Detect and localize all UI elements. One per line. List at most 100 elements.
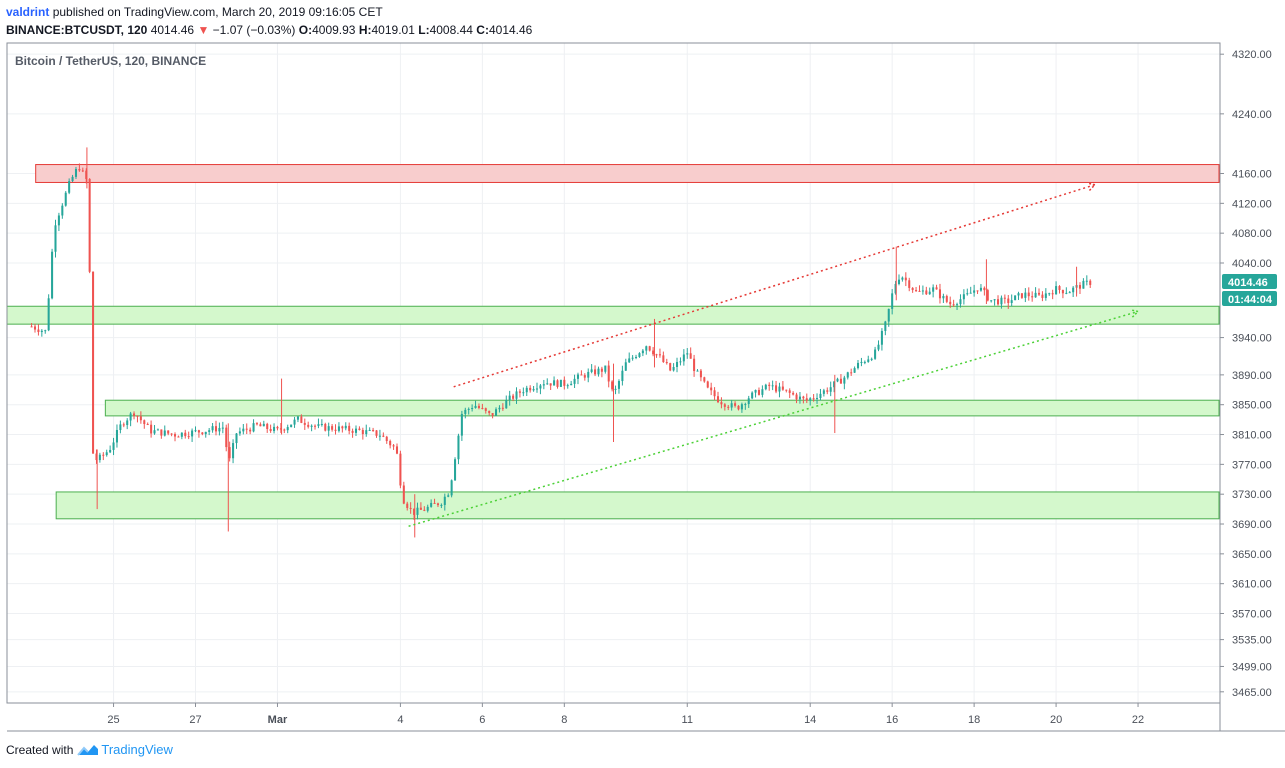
candle-body (314, 425, 317, 427)
high-value: 4019.01 (371, 23, 415, 37)
y-tick-label: 4240.00 (1232, 109, 1272, 121)
candle-body (187, 436, 190, 438)
countdown-label: 01:44:04 (1228, 294, 1273, 306)
candle-body (399, 453, 402, 486)
candle-body (805, 398, 808, 401)
candle-body (928, 291, 931, 295)
candle-body (693, 358, 696, 372)
candle-body (973, 290, 976, 293)
candle-body (1051, 293, 1054, 295)
x-tick-label: 6 (479, 714, 485, 726)
y-tick-label: 3570.00 (1232, 609, 1272, 621)
candle-body (737, 405, 740, 410)
y-tick-label: 4120.00 (1232, 198, 1272, 210)
candle-body (679, 361, 682, 363)
candle-body (156, 429, 159, 431)
candle-body (1089, 280, 1092, 285)
resistance-trendline-arrow (1087, 182, 1097, 191)
tradingview-brand[interactable]: TradingView (101, 742, 173, 757)
candle-body (194, 430, 197, 432)
candle-body (225, 427, 228, 448)
candle-body (228, 447, 231, 459)
y-tick-label: 4320.00 (1232, 49, 1272, 61)
candle-body (706, 381, 709, 388)
candle-body (1010, 300, 1013, 304)
candle-body (925, 290, 928, 295)
candle-body (498, 407, 501, 410)
candle-body (757, 389, 761, 395)
candle-body (559, 379, 562, 387)
candle-body (959, 299, 962, 305)
candle-body (655, 354, 658, 356)
low-value: 4008.44 (429, 23, 473, 37)
candle-body (300, 416, 303, 423)
candle-body (730, 403, 733, 408)
author-link[interactable]: valdrint (6, 5, 50, 19)
candle-body (1017, 293, 1020, 296)
candle-body (310, 425, 313, 427)
price-badges: 4014.46 01:44:04 (1222, 274, 1277, 307)
candle-body (932, 287, 935, 292)
created-with-text: Created with (6, 742, 74, 757)
candle-body (822, 390, 825, 394)
chart-legend-title: Bitcoin / TetherUS, 120, BINANCE (15, 54, 206, 68)
candle-body (604, 365, 607, 372)
candle-body (368, 429, 371, 431)
candle-body (122, 424, 125, 426)
candle-body (600, 368, 603, 372)
candle-body (382, 435, 385, 437)
candle-body (221, 427, 224, 429)
publish-line: valdrint published on TradingView.com, M… (6, 5, 383, 19)
candle-body (153, 430, 156, 434)
candle-body (850, 372, 853, 374)
candle-body (839, 378, 842, 384)
candle-body (904, 277, 907, 281)
candle-body (993, 299, 996, 301)
candle-body (170, 433, 173, 435)
candle-body (1061, 289, 1064, 294)
x-tick-label: 18 (968, 714, 980, 726)
candle-body (761, 389, 764, 395)
candle-body (1085, 280, 1088, 282)
candle-body (546, 383, 549, 385)
candle-body (846, 372, 849, 378)
x-tick-label: 27 (189, 714, 201, 726)
candle-body (293, 419, 296, 425)
candle-body (378, 435, 381, 437)
candle-body (836, 378, 839, 382)
candle-body (863, 361, 866, 363)
candle-body (1031, 296, 1034, 298)
candle-body (645, 346, 648, 351)
x-tick-label: 14 (804, 714, 816, 726)
candle-body (197, 430, 200, 433)
price-zones (6, 164, 1220, 520)
candle-body (33, 326, 37, 330)
candle-body (826, 390, 829, 392)
candle-body (764, 384, 767, 390)
candle-body (273, 426, 276, 432)
candle-body (406, 503, 409, 508)
candle-body (870, 358, 873, 360)
candle-body (245, 428, 248, 430)
x-tick-label: 11 (682, 714, 693, 726)
candle-body (484, 408, 487, 411)
candle-body (727, 406, 730, 408)
candle-body (911, 287, 914, 291)
close-label: C: (476, 23, 489, 37)
open-label: O: (298, 23, 313, 37)
candle-body (1041, 294, 1044, 298)
candle-body (88, 178, 91, 272)
candle-body (112, 442, 115, 450)
candle-body (617, 381, 620, 389)
candle-body (150, 424, 153, 434)
candle-body (990, 300, 993, 302)
candle-body (361, 429, 364, 435)
candle-body (734, 403, 737, 406)
candle-body (986, 290, 989, 301)
candle-body (921, 290, 924, 292)
y-tick-label: 3650.00 (1232, 549, 1272, 561)
candle-body (744, 404, 747, 406)
y-tick-label: 3499.00 (1232, 661, 1272, 673)
y-tick-label: 3940.00 (1232, 333, 1272, 345)
